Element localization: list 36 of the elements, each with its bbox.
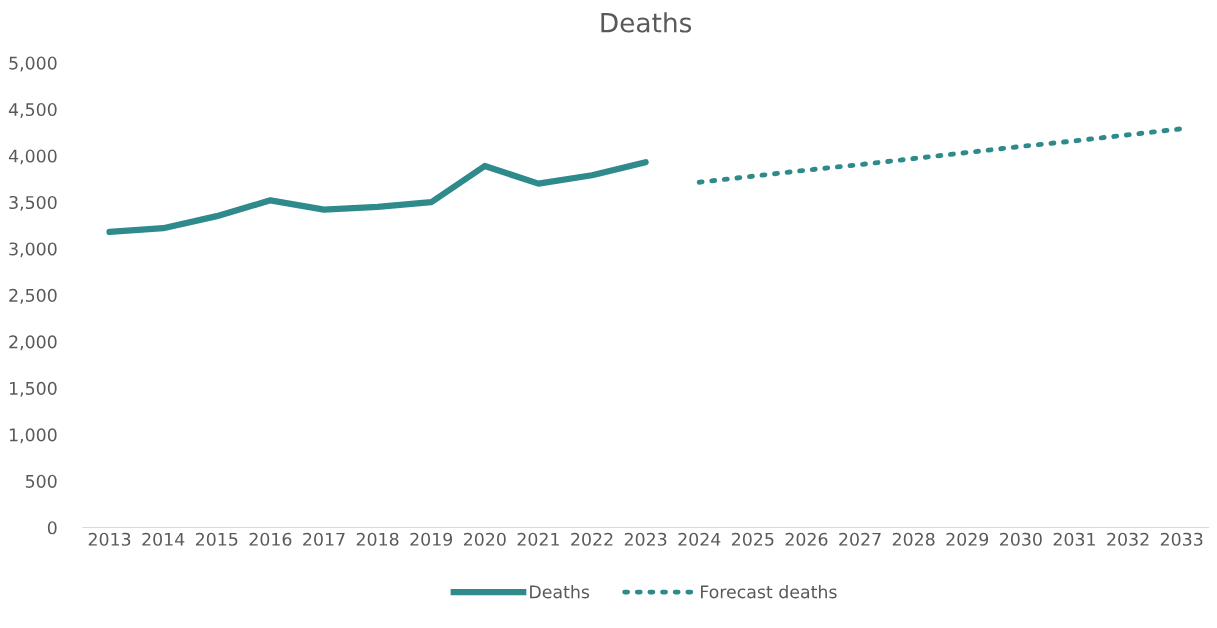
y-tick-label: 2,000 [9,335,57,351]
legend-label: Forecast deaths [701,584,837,599]
x-tick-label: 2021 [517,532,559,546]
x-tick-label: 2024 [678,532,721,546]
chart-title: Deaths [601,12,692,33]
x-tick-label: 2015 [195,532,238,546]
y-tick-label: 4,000 [8,149,57,165]
x-tick-label: 2016 [249,532,292,546]
line-series [696,126,1185,185]
x-tick-label: 2020 [463,532,506,546]
y-tick-label: 1,500 [9,381,57,397]
x-tick-label: 2030 [1000,532,1042,546]
y-tick-label: 1,000 [9,428,57,444]
x-tick-label: 2014 [142,532,185,546]
x-tick-label: 2027 [839,532,881,546]
x-tick-label: 2023 [624,532,667,546]
x-tick-label: 2025 [732,532,774,546]
y-tick-label: 5,000 [9,56,57,72]
y-tick-label: 500 [25,474,57,488]
y-tick-label: 0 [47,521,57,535]
x-tick-label: 2022 [571,532,613,546]
y-tick-label: 2,500 [9,288,57,304]
x-tick-label: 2033 [1160,532,1203,546]
y-tick-label: 3,000 [9,242,57,258]
x-tick-label: 2013 [88,532,131,546]
y-tick-label: 3,500 [9,195,57,211]
x-tick-label: 2019 [410,532,453,546]
y-tick-label: 4,500 [8,102,57,118]
x-tick-label: 2017 [303,532,345,546]
x-tick-label: 2029 [946,532,989,546]
legend-label: Deaths [530,584,590,599]
x-tick-label: 2026 [785,532,828,546]
x-tick-label: 2031 [1053,532,1095,546]
x-tick-label: 2028 [892,532,935,546]
x-tick-label: 2018 [356,532,399,546]
x-tick-label: 2032 [1107,532,1149,546]
